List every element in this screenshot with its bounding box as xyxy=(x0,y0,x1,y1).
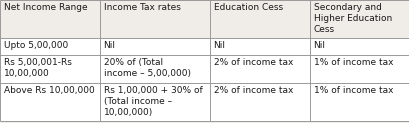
Bar xyxy=(210,83,310,121)
Text: 20% of (Total
income – 5,00,000): 20% of (Total income – 5,00,000) xyxy=(103,58,191,78)
Text: Education Cess: Education Cess xyxy=(213,3,283,12)
Text: 2% of income tax: 2% of income tax xyxy=(213,86,293,95)
Text: Income Tax rates: Income Tax rates xyxy=(103,3,180,12)
Bar xyxy=(0,38,100,55)
Bar xyxy=(210,55,310,83)
Text: 2% of income tax: 2% of income tax xyxy=(213,58,293,67)
Bar xyxy=(100,55,210,83)
Text: Net Income Range: Net Income Range xyxy=(4,3,87,12)
Text: 1% of income tax: 1% of income tax xyxy=(314,58,393,67)
Text: Rs 5,00,001-Rs
10,00,000: Rs 5,00,001-Rs 10,00,000 xyxy=(4,58,72,78)
Text: Secondary and
Higher Education
Cess: Secondary and Higher Education Cess xyxy=(314,3,392,34)
Text: 1% of income tax: 1% of income tax xyxy=(314,86,393,95)
Text: Nil: Nil xyxy=(314,41,326,50)
Bar xyxy=(100,0,210,38)
Text: Nil: Nil xyxy=(213,41,225,50)
Bar xyxy=(310,0,409,38)
Text: Above Rs 10,00,000: Above Rs 10,00,000 xyxy=(4,86,94,95)
Bar xyxy=(0,0,100,38)
Bar xyxy=(100,83,210,121)
Bar xyxy=(210,0,310,38)
Bar xyxy=(210,38,310,55)
Bar xyxy=(310,83,409,121)
Bar xyxy=(0,83,100,121)
Text: Upto 5,00,000: Upto 5,00,000 xyxy=(4,41,68,50)
Bar xyxy=(310,38,409,55)
Text: Rs 1,00,000 + 30% of
(Total income –
10,00,000): Rs 1,00,000 + 30% of (Total income – 10,… xyxy=(103,86,202,117)
Bar xyxy=(100,38,210,55)
Bar xyxy=(0,55,100,83)
Text: Nil: Nil xyxy=(103,41,115,50)
Bar xyxy=(310,55,409,83)
